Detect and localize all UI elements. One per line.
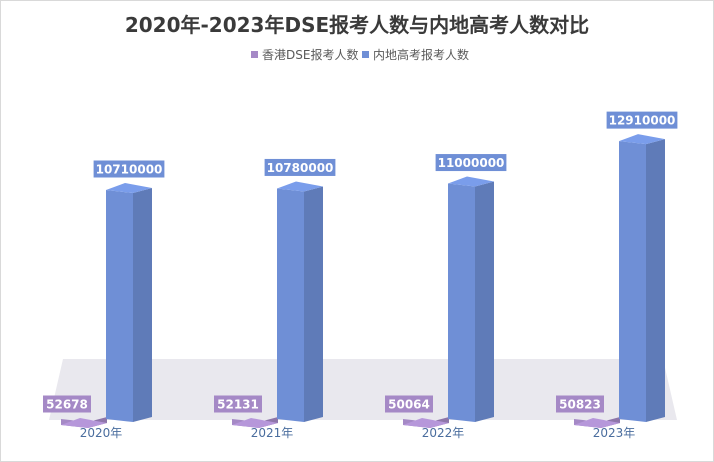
category-label-0: 2020年: [80, 426, 123, 440]
data-label-s0-2-text: 50064: [388, 398, 430, 412]
data-label-s0-2-box: [385, 395, 433, 413]
data-label-s1-0: 10710000: [93, 160, 165, 178]
data-label-s1-2-text: 11000000: [438, 156, 505, 170]
legend-swatch-1: [362, 51, 369, 58]
bar-s0-1: [232, 417, 278, 428]
bar-s0-3: [574, 417, 620, 428]
bar-s1-3-front: [619, 141, 646, 422]
legend-item-0: 香港DSE报考人数: [251, 47, 358, 62]
legend: 香港DSE报考人数 内地高考报考人数: [251, 47, 469, 62]
bar-s0-3-top: [574, 418, 620, 428]
bar-s1-1-top: [277, 181, 323, 192]
bar-s0-0-top: [61, 418, 107, 428]
data-label-s1-1-text: 10780000: [267, 161, 334, 175]
data-label-s0-3-text: 50823: [559, 398, 601, 412]
bar-s1-0-front: [106, 190, 133, 422]
data-label-s1-2: 11000000: [435, 154, 507, 172]
data-label-s1-3: 12910000: [606, 111, 678, 129]
bar-s0-2-top: [403, 418, 449, 428]
bar-s1-1-side: [304, 186, 323, 422]
data-label-s0-1: 52131: [214, 395, 262, 413]
data-label-s0-0-box: [43, 395, 91, 413]
category-labels: 2020年 2021年 2022年 2023年: [80, 426, 636, 440]
bar-s1-2-side: [475, 181, 494, 422]
data-label-s0-3: 50823: [556, 395, 604, 413]
category-label-3: 2023年: [593, 426, 636, 440]
bar-s1-0: [106, 183, 152, 422]
bar-s1-3: [619, 134, 665, 422]
category-label-1: 2021年: [251, 426, 294, 440]
bar-s1-2-top: [448, 176, 494, 187]
chart-floor: [49, 359, 677, 420]
data-label-s1-0-text: 10710000: [96, 163, 163, 177]
data-label-s1-1: 10780000: [264, 158, 336, 176]
data-label-s1-3-box: [606, 111, 678, 129]
data-label-s1-0-box: [93, 160, 165, 178]
bar-s1-1: [277, 181, 323, 422]
legend-label-0: 香港DSE报考人数: [262, 47, 358, 62]
data-label-s0-3-box: [556, 395, 604, 413]
data-label-s1-1-box: [264, 158, 336, 176]
data-label-s0-1-box: [214, 395, 262, 413]
data-label-s0-0: 52678: [43, 395, 91, 413]
legend-label-1: 内地高考报考人数: [373, 47, 469, 62]
legend-item-1: 内地高考报考人数: [362, 47, 469, 62]
bar-s0-0: [61, 417, 107, 428]
bar-s1-1-front: [277, 188, 304, 422]
bar-s0-1-top: [232, 418, 278, 428]
bar-s1-2-front: [448, 183, 475, 422]
data-label-s0-2: 50064: [385, 395, 433, 413]
bar-s1-2: [448, 176, 494, 422]
data-label-s1-3-text: 12910000: [609, 114, 676, 128]
bar-s0-2: [403, 417, 449, 428]
chart-title: 2020年-2023年DSE报考人数与内地高考人数对比: [125, 13, 589, 37]
bar-s1-0-side: [133, 188, 152, 422]
bar-s1-0-top: [106, 183, 152, 193]
category-label-2: 2022年: [422, 426, 465, 440]
bars-layer: 52678 10710000 52131 10780000 50064 11000000 5…: [43, 111, 678, 428]
bar-s1-3-side: [646, 139, 665, 422]
data-label-s0-0-text: 52678: [46, 398, 88, 412]
legend-swatch-0: [251, 51, 258, 58]
bar-s1-3-top: [619, 134, 665, 145]
data-label-s0-1-text: 52131: [217, 398, 259, 412]
data-label-s1-2-box: [435, 154, 507, 172]
